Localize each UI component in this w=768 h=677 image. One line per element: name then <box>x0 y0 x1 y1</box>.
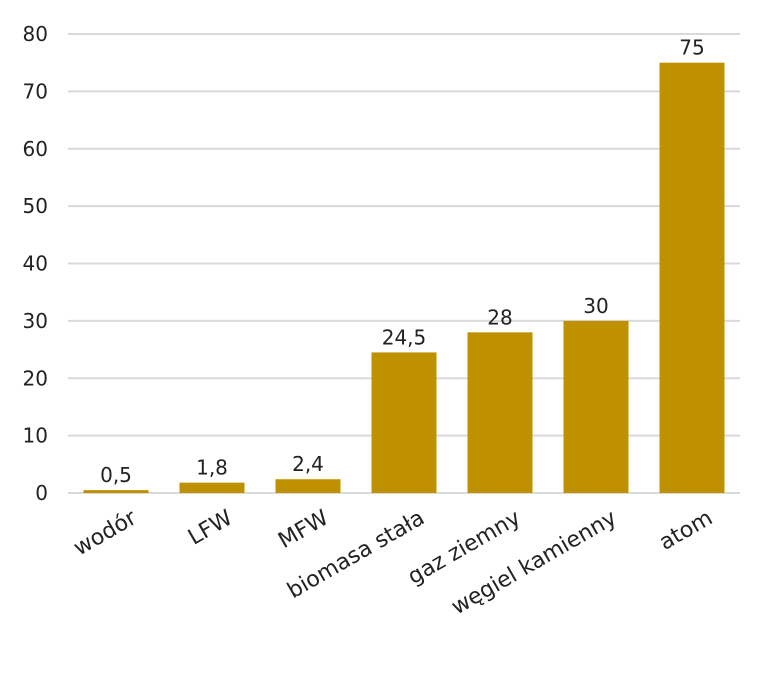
data-label-2: 2,4 <box>292 452 324 476</box>
data-label-6: 75 <box>679 36 704 60</box>
x-category-label-6: atom <box>655 506 717 556</box>
bar-5 <box>563 320 629 493</box>
y-tick-label: 20 <box>23 366 48 390</box>
y-tick-label: 30 <box>23 309 48 333</box>
data-label-5: 30 <box>583 294 608 318</box>
bars <box>83 62 725 493</box>
data-label-4: 28 <box>487 305 512 329</box>
y-tick-label: 80 <box>23 22 48 46</box>
bar-0 <box>83 490 149 493</box>
y-tick-label: 10 <box>23 424 48 448</box>
gridlines <box>68 33 740 494</box>
bar-3 <box>371 352 437 493</box>
y-tick-label: 0 <box>35 481 48 505</box>
y-axis: 0 10 20 30 40 50 60 70 80 <box>23 22 48 505</box>
y-tick-label: 60 <box>23 137 48 161</box>
data-label-1: 1,8 <box>196 456 228 480</box>
y-tick-label: 40 <box>23 252 48 276</box>
bar-2 <box>275 479 341 493</box>
bar-6 <box>659 62 725 493</box>
data-labels: 0,5 1,8 2,4 24,5 28 30 75 <box>100 36 705 487</box>
data-label-0: 0,5 <box>100 463 132 487</box>
data-label-3: 24,5 <box>382 325 427 349</box>
x-category-label-2: MFW <box>274 505 333 553</box>
x-category-label-1: LFW <box>184 505 237 550</box>
y-tick-label: 50 <box>23 194 48 218</box>
y-tick-label: 70 <box>23 79 48 103</box>
x-category-label-0: wodór <box>70 505 142 561</box>
x-category-label-5: węgiel kamienny <box>447 506 621 621</box>
bar-1 <box>179 482 245 493</box>
bar-4 <box>467 332 533 493</box>
